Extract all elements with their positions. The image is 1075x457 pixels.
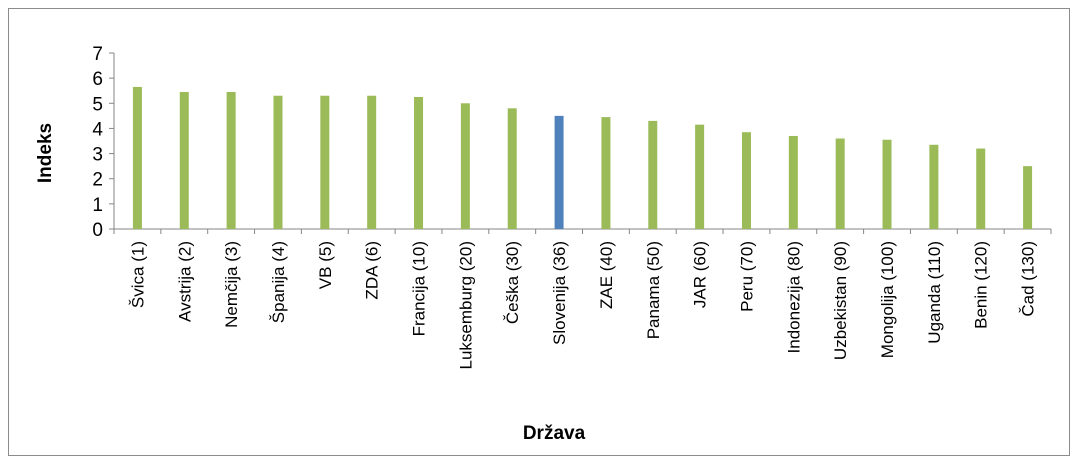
- bar: [882, 139, 892, 229]
- x-tick-label: Avstrija (2): [175, 241, 194, 322]
- x-tick-label: JAR (60): [691, 241, 710, 308]
- y-tick-label: 5: [92, 94, 103, 115]
- x-tick-label: Čad (130): [1019, 241, 1038, 317]
- x-axis: [113, 228, 1052, 234]
- bars: [132, 86, 1033, 229]
- bar: [648, 120, 658, 229]
- x-tick-label: Luksemburg (20): [456, 241, 475, 370]
- x-tick-label: Francija (10): [410, 241, 429, 336]
- x-axis-title: Država: [523, 423, 586, 444]
- bar: [273, 95, 283, 229]
- x-tick-label: Mongolija (100): [878, 241, 897, 358]
- bar: [507, 108, 517, 229]
- x-tick-label: Švica (1): [128, 241, 147, 308]
- bar: [976, 148, 986, 229]
- bar: [741, 132, 751, 229]
- category-labels: Švica (1) Avstrija (2) Nemčija (3) Španija …: [128, 241, 1037, 370]
- x-tick-label: Uzbekistan (90): [831, 241, 850, 360]
- x-tick-label: Panama (50): [644, 241, 663, 339]
- bar: [179, 91, 189, 229]
- y-tick-label: 2: [92, 170, 103, 191]
- bar: [414, 97, 424, 229]
- x-tick-label: Slovenija (36): [550, 241, 569, 345]
- x-tick-label: Češka (30): [503, 241, 522, 324]
- x-tick-label: VB (5): [316, 241, 335, 289]
- x-tick-label: ZAE (40): [597, 241, 616, 309]
- bar: [460, 103, 470, 229]
- x-tick-label: Indonezija (80): [784, 241, 803, 353]
- y-tick-label: 3: [92, 145, 103, 166]
- x-tick-label: Španija (4): [269, 241, 288, 323]
- x-tick-label: Uganda (110): [925, 241, 944, 344]
- y-tick-label: 4: [92, 119, 103, 140]
- bar: [835, 138, 845, 229]
- y-tick-label: 6: [92, 69, 103, 90]
- y-axis-title: Indeks: [35, 123, 56, 183]
- y-tick-label: 1: [92, 195, 103, 216]
- bar: [132, 86, 142, 229]
- bar: [929, 144, 939, 229]
- y-axis: 0 1 2 3 4 5 6 7: [92, 44, 115, 241]
- y-tick-label: 7: [92, 44, 103, 65]
- bar: [601, 117, 611, 229]
- chart-frame: 0 1 2 3 4 5 6 7 Švica (1) Avstrija (2) Nemčija (3…: [8, 8, 1070, 456]
- bar: [695, 124, 705, 229]
- x-tick-label: Peru (70): [737, 241, 756, 312]
- bar: [367, 95, 377, 229]
- bar: [320, 95, 330, 229]
- y-tick-label: 0: [92, 220, 103, 241]
- x-tick-label: Benin (120): [972, 241, 991, 329]
- x-tick-label: ZDA (6): [363, 241, 382, 300]
- bar: [1023, 166, 1033, 229]
- bar: [554, 115, 564, 229]
- bar: [788, 135, 798, 229]
- bar: [226, 91, 236, 229]
- x-tick-label: Nemčija (3): [222, 241, 241, 328]
- bar-chart: 0 1 2 3 4 5 6 7 Švica (1) Avstrija (2) Nemčija (3…: [35, 44, 1052, 444]
